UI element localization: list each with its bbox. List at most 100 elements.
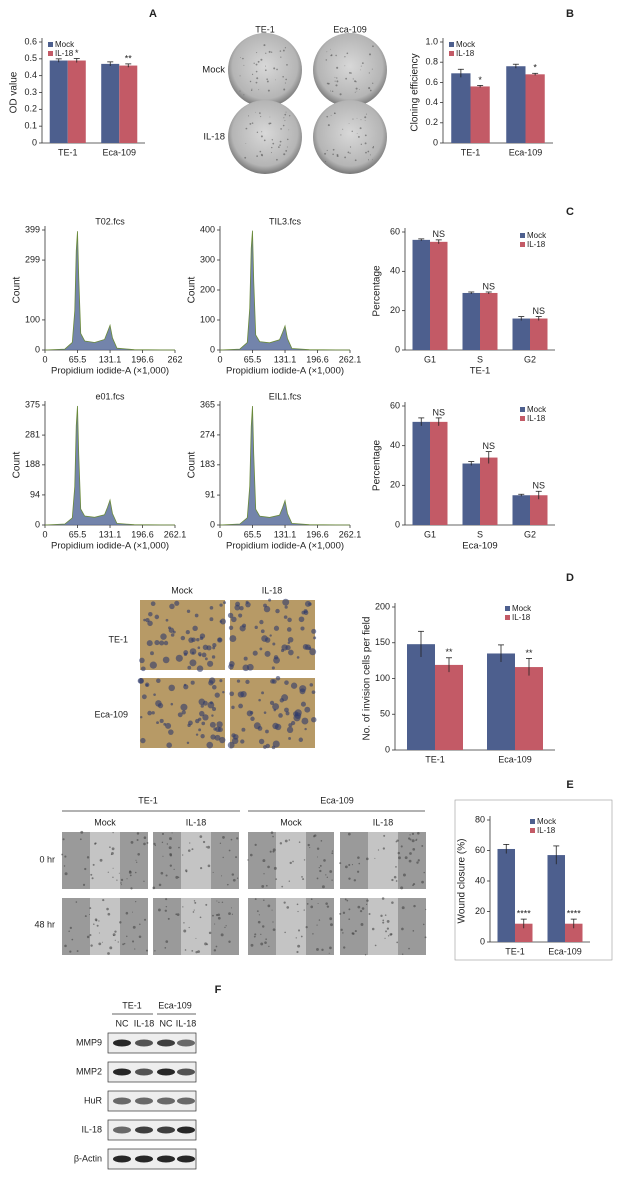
histogram-line <box>44 231 176 351</box>
x-tick-label: 131.1 <box>99 354 122 364</box>
texture <box>351 130 353 133</box>
y-tick-label: 0 <box>480 936 485 946</box>
texture <box>269 116 271 118</box>
texture <box>140 666 146 672</box>
texture <box>201 652 207 658</box>
legend-swatch <box>530 828 535 833</box>
texture <box>417 859 420 862</box>
texture <box>273 708 277 712</box>
legend-label: Mock <box>537 817 557 826</box>
texture <box>259 150 262 153</box>
texture <box>357 135 360 138</box>
texture <box>339 93 342 96</box>
texture <box>263 873 265 875</box>
texture <box>256 155 258 157</box>
texture <box>114 939 116 941</box>
y-tick-label: 100 <box>25 314 40 324</box>
texture <box>165 898 168 901</box>
chart-title: EIL1.fcs <box>269 391 302 401</box>
texture <box>186 741 190 745</box>
texture <box>305 925 308 929</box>
texture <box>228 849 231 852</box>
texture <box>90 944 93 947</box>
texture <box>170 633 175 637</box>
colony-plate <box>228 33 302 107</box>
texture <box>169 603 175 610</box>
area-fill <box>45 405 175 525</box>
x-tick-label: 262.1 <box>164 529 187 539</box>
texture <box>425 908 427 911</box>
x-tick-label: TE-1 <box>58 147 78 157</box>
texture <box>272 921 274 923</box>
texture <box>368 72 370 74</box>
texture <box>297 944 301 948</box>
blot-band <box>135 1126 153 1134</box>
texture <box>285 711 290 716</box>
blot-band <box>157 1097 175 1105</box>
texture <box>191 651 195 655</box>
texture <box>273 67 276 70</box>
texture <box>386 927 389 930</box>
texture <box>395 866 397 868</box>
texture <box>143 836 147 840</box>
texture <box>340 134 342 136</box>
column-label: IL-18 <box>262 585 283 595</box>
y-tick-label: 300 <box>200 254 215 264</box>
y-axis-label: Cloning efficiency <box>410 53 421 131</box>
texture <box>219 842 222 844</box>
y-axis-label: Percentage <box>372 265 383 317</box>
texture <box>300 701 306 707</box>
texture <box>245 142 247 144</box>
texture <box>264 941 267 944</box>
texture <box>326 149 328 151</box>
texture <box>343 946 346 949</box>
bar <box>119 65 138 143</box>
legend-swatch <box>520 416 525 421</box>
texture <box>89 907 92 910</box>
texture <box>153 842 156 846</box>
texture <box>128 870 132 874</box>
y-tick-label: 1.0 <box>425 36 438 46</box>
texture <box>409 834 411 836</box>
texture <box>238 703 243 709</box>
texture <box>411 832 415 835</box>
x-tick-label: 196.6 <box>306 529 329 539</box>
texture <box>216 900 218 902</box>
treatment-label: Mock <box>94 817 116 827</box>
texture <box>354 80 357 83</box>
texture <box>365 857 369 861</box>
texture <box>165 906 168 908</box>
texture <box>69 950 72 953</box>
texture <box>192 911 195 913</box>
texture <box>140 737 146 744</box>
texture <box>415 839 418 842</box>
texture <box>106 907 109 911</box>
chart-title: T02.fcs <box>95 216 125 226</box>
texture <box>334 76 336 78</box>
y-tick-label: 80 <box>475 814 485 824</box>
texture <box>296 656 300 659</box>
texture <box>272 740 280 748</box>
texture <box>284 680 289 685</box>
texture <box>68 930 70 933</box>
texture <box>167 917 170 920</box>
texture <box>261 691 265 695</box>
texture <box>151 711 155 715</box>
bar <box>407 644 435 750</box>
texture <box>239 606 244 611</box>
texture <box>283 615 288 619</box>
protein-label: HuR <box>84 1095 103 1105</box>
texture <box>245 600 249 604</box>
texture <box>336 66 339 69</box>
texture <box>205 846 208 848</box>
significance: NS <box>482 441 495 451</box>
texture <box>165 940 169 943</box>
texture <box>193 900 196 902</box>
bar <box>462 463 480 525</box>
texture <box>321 948 324 952</box>
texture <box>214 692 220 698</box>
texture <box>267 89 270 92</box>
texture <box>188 720 193 726</box>
wound-gap <box>368 898 398 955</box>
texture <box>254 843 257 847</box>
